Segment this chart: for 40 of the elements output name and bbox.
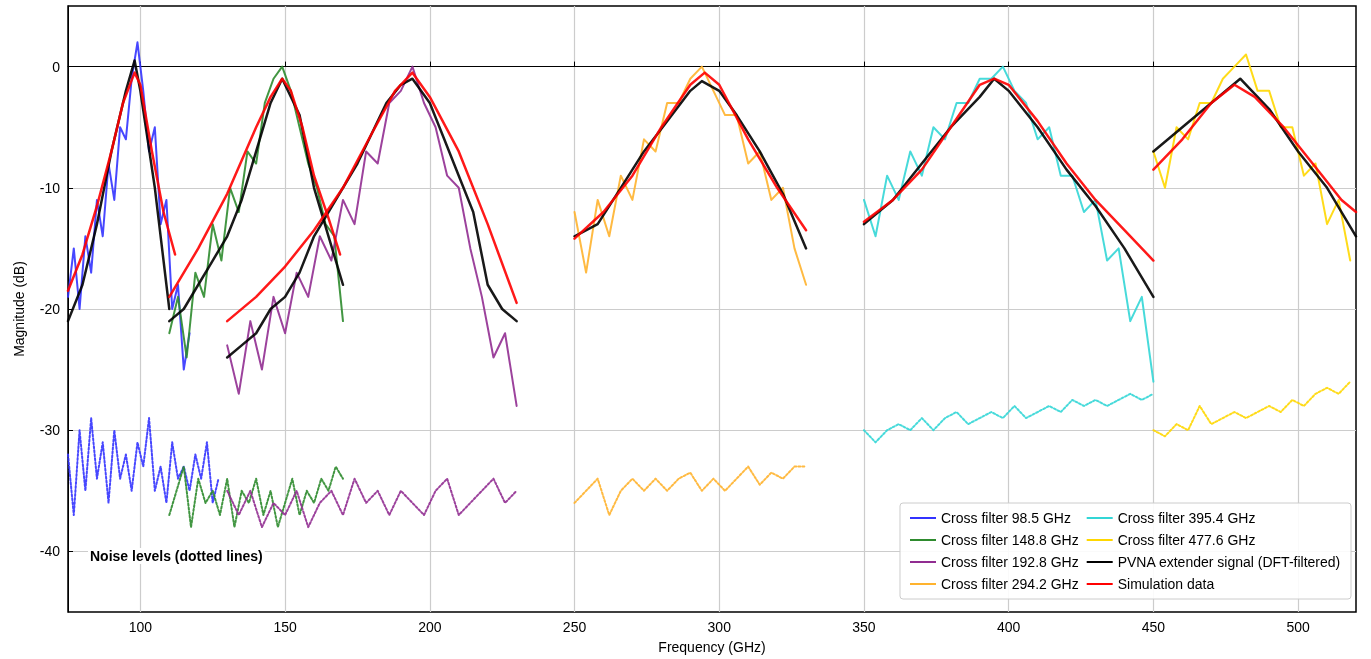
y-tick-label: -40 [39,543,61,560]
line-series [1152,83,1358,214]
line-series [862,392,1155,444]
line-series [1152,380,1352,438]
x-tick-label: 250 [562,619,587,635]
x-tick-label: 100 [128,619,153,635]
line-series [226,65,518,407]
line-series [573,465,808,517]
line-series [168,65,344,359]
line-series [862,65,1155,383]
legend-label: PVNA extender signal (DFT-filtered) [1117,554,1341,570]
line-series [67,41,191,371]
line-series [1152,53,1352,262]
line-series [67,417,220,517]
y-tick-label: -10 [39,179,61,196]
x-tick-label: 150 [273,619,297,635]
line-series [573,65,808,286]
y-tick-label: -20 [39,301,61,317]
legend-label: Cross filter 294.2 GHz [940,576,1079,592]
x-tick-label: 500 [1286,619,1311,635]
x-tick-label: 450 [1141,619,1166,635]
legend-label: Simulation data [1117,576,1215,592]
x-axis-title: Frequency (GHz) [658,639,766,655]
line-series [862,77,1155,262]
x-tick-label: 200 [418,619,442,635]
line-series [168,465,344,529]
legend-label: Cross filter 395.4 GHz [1117,510,1256,526]
legend-label: Cross filter 477.6 GHz [1117,532,1256,548]
y-tick-label: -30 [39,422,61,439]
annotation: Noise levels (dotted lines) [90,548,263,564]
x-tick-label: 300 [707,619,732,635]
line-series [66,71,177,293]
line-series [226,477,518,529]
y-axis-title: Magnitude (dB) [11,261,27,357]
y-tick-label: 0 [52,58,61,75]
legend-label: Cross filter 98.5 GHz [940,510,1071,526]
legend-label: Cross filter 192.8 GHz [940,554,1079,570]
x-tick-label: 350 [852,619,876,635]
legend-label: Cross filter 148.8 GHz [940,532,1079,548]
x-tick-label: 400 [996,619,1021,635]
